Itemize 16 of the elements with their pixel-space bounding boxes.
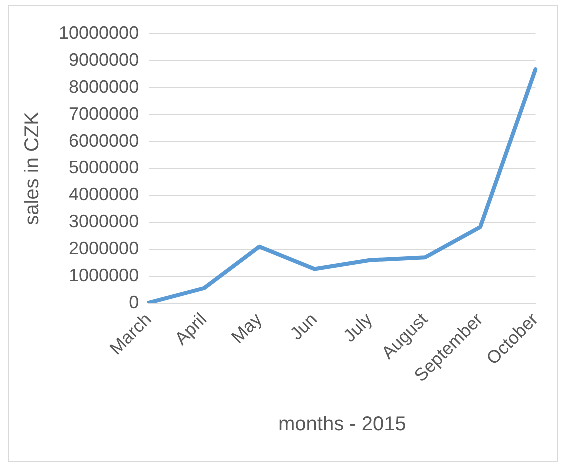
y-tick-label: 7000000 [69,104,140,124]
y-tick-label: 6000000 [69,130,140,151]
x-tick-label: July [340,309,376,346]
y-tick-label: 9000000 [69,50,140,70]
y-tick-label: 2000000 [69,238,140,259]
x-axis-title: months - 2015 [278,414,406,436]
x-tick-label: May [228,309,266,348]
y-tick-label: 4000000 [69,184,140,205]
y-tick-label: 5000000 [69,158,140,178]
y-tick-label: 10000000 [58,22,140,43]
y-axis-title: sales in CZK [22,111,44,226]
y-tick-label: 0 [129,292,140,312]
y-tick-label: 1000000 [69,265,140,286]
y-tick-label: 3000000 [69,212,140,232]
y-tick-label: 8000000 [69,76,140,97]
x-tick-label: Jun [286,309,322,344]
